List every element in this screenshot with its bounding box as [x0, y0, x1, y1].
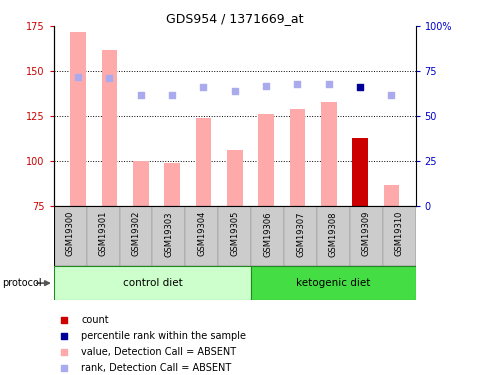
- Point: [137, 92, 144, 98]
- Point: [60, 316, 68, 322]
- FancyBboxPatch shape: [218, 206, 251, 266]
- Point: [293, 81, 301, 87]
- Point: [60, 349, 68, 355]
- Text: GSM19306: GSM19306: [263, 211, 271, 256]
- Bar: [351, 138, 367, 206]
- Bar: [258, 114, 273, 206]
- Bar: [195, 118, 211, 206]
- FancyBboxPatch shape: [251, 266, 415, 300]
- Bar: [164, 163, 180, 206]
- FancyBboxPatch shape: [382, 206, 415, 266]
- Bar: [320, 102, 336, 206]
- Point: [105, 75, 113, 81]
- Text: GSM19302: GSM19302: [131, 211, 140, 256]
- Point: [355, 84, 363, 90]
- FancyBboxPatch shape: [120, 206, 152, 266]
- Point: [230, 88, 238, 94]
- Point: [324, 81, 332, 87]
- Bar: [226, 150, 242, 206]
- Title: GDS954 / 1371669_at: GDS954 / 1371669_at: [165, 12, 303, 25]
- Bar: [133, 161, 148, 206]
- Text: GSM19309: GSM19309: [361, 211, 370, 256]
- Text: ketogenic diet: ketogenic diet: [296, 278, 370, 288]
- Bar: [383, 184, 398, 206]
- Text: rank, Detection Call = ABSENT: rank, Detection Call = ABSENT: [81, 363, 231, 373]
- Text: value, Detection Call = ABSENT: value, Detection Call = ABSENT: [81, 347, 236, 357]
- FancyBboxPatch shape: [316, 206, 349, 266]
- Text: GSM19301: GSM19301: [99, 211, 107, 256]
- Bar: [70, 32, 86, 206]
- Text: count: count: [81, 315, 108, 325]
- Text: percentile rank within the sample: percentile rank within the sample: [81, 331, 245, 341]
- Point: [262, 82, 269, 88]
- Point: [60, 333, 68, 339]
- Point: [74, 74, 82, 80]
- Point: [168, 92, 176, 98]
- Bar: [102, 50, 117, 206]
- Text: protocol: protocol: [2, 278, 42, 288]
- Text: GSM19310: GSM19310: [394, 211, 403, 256]
- FancyBboxPatch shape: [251, 206, 284, 266]
- FancyBboxPatch shape: [86, 206, 120, 266]
- Text: GSM19307: GSM19307: [295, 211, 305, 256]
- FancyBboxPatch shape: [54, 206, 86, 266]
- FancyBboxPatch shape: [284, 206, 316, 266]
- Point: [386, 92, 394, 98]
- Text: GSM19300: GSM19300: [65, 211, 75, 256]
- Text: GSM19305: GSM19305: [230, 211, 239, 256]
- Text: GSM19303: GSM19303: [164, 211, 173, 256]
- FancyBboxPatch shape: [152, 206, 185, 266]
- Text: GSM19308: GSM19308: [328, 211, 337, 256]
- FancyBboxPatch shape: [54, 266, 251, 300]
- Text: GSM19304: GSM19304: [197, 211, 206, 256]
- Bar: [289, 109, 305, 206]
- Point: [60, 365, 68, 371]
- Point: [199, 84, 207, 90]
- FancyBboxPatch shape: [349, 206, 382, 266]
- FancyBboxPatch shape: [185, 206, 218, 266]
- Text: control diet: control diet: [122, 278, 182, 288]
